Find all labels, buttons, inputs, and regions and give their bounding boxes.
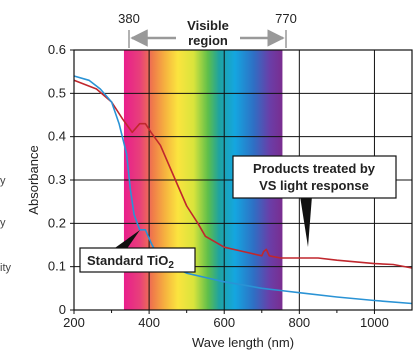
y-tick-label: 0 — [59, 302, 66, 317]
callout-pointer-tio2 — [112, 230, 140, 250]
callout-text-vs-line2: VS light response — [259, 178, 369, 193]
y-tick-label: 0.1 — [48, 259, 66, 274]
x-tick-label: 1000 — [360, 315, 389, 330]
x-axis-label: Wave length (nm) — [192, 335, 294, 350]
x-tick-label: 600 — [213, 315, 235, 330]
callout-box-tio2 — [79, 247, 196, 273]
cropped-text-3: ity — [0, 262, 11, 274]
x-tick-label: 800 — [288, 315, 310, 330]
callout-pointer-vs — [300, 196, 312, 247]
y-tick-label: 0.3 — [48, 172, 66, 187]
callout-text-vs-line1: Products treated by — [253, 161, 376, 176]
x-tick-label: 200 — [63, 315, 85, 330]
x-tick-label: 400 — [138, 315, 160, 330]
y-tick-label: 0.6 — [48, 42, 66, 57]
visible-region-label-line2: region — [188, 33, 228, 48]
visible-end-label: 770 — [275, 11, 297, 26]
callout-text-tio2-subscript: 2 — [168, 260, 174, 271]
y-tick-label: 0.4 — [48, 129, 66, 144]
series-line-vs-light-response — [73, 79, 413, 269]
y-axis-label: Absorbance — [26, 145, 41, 214]
visible-region-label-line1: Visible — [187, 18, 229, 33]
callout-box-vs — [232, 155, 397, 199]
y-tick-label: 0.5 — [48, 85, 66, 100]
y-tick-label: 0.2 — [48, 215, 66, 230]
cropped-text-2: y — [0, 217, 6, 229]
visible-start-label: 380 — [118, 11, 140, 26]
cropped-text-1: y — [0, 175, 6, 187]
callout-text-tio2: Standard TiO2 — [87, 253, 174, 271]
